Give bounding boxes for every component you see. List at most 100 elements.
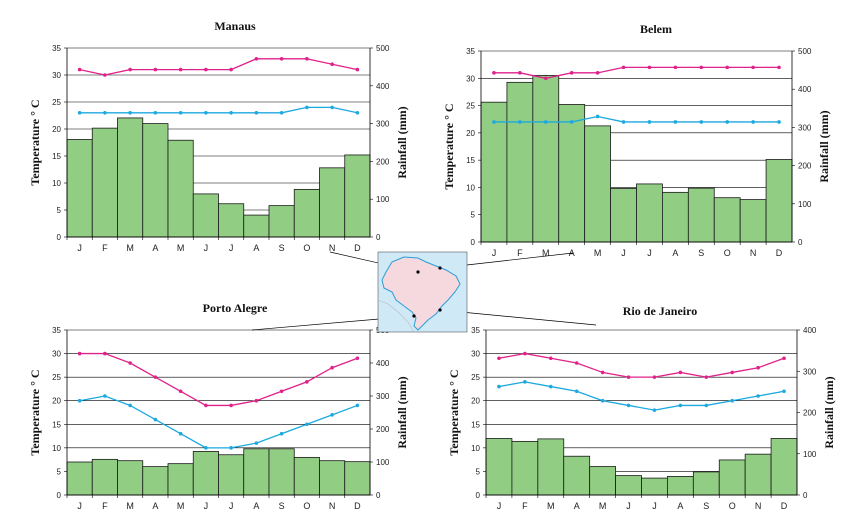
y2-tick-label: 400 (803, 326, 817, 335)
y-axis-title: Temperature ° C (28, 369, 42, 455)
min-temp-point (279, 111, 284, 115)
x-tick-label: M (126, 501, 134, 511)
rainfall-bar (667, 476, 694, 496)
max-temp-point (229, 403, 233, 408)
x-tick-label: O (729, 501, 736, 511)
rio_de_janeiro-chart: Rio de Janeiro 0 5 10 15 20 25 30 35 0 100 200 300 40… (447, 304, 836, 511)
rainfall-bar (142, 123, 169, 238)
x-tick-label: J (626, 501, 631, 511)
max-temp-line (493, 66, 780, 79)
x-tick-label: S (703, 501, 709, 511)
y2-tick-label: 400 (376, 82, 390, 91)
y-tick-label: 20 (471, 397, 480, 406)
y2-tick-label: 300 (798, 123, 812, 132)
x-tick-label: A (253, 243, 259, 253)
y-tick-label: 25 (471, 373, 480, 382)
y2-axis-title: Rainfall (mm) (817, 110, 831, 182)
min-temp-point (229, 446, 233, 450)
x-tick-label: J (497, 501, 502, 511)
max-temp-point (178, 389, 183, 394)
x-tick-label: N (755, 501, 762, 511)
rainfall-bar (610, 188, 637, 243)
y-tick-label: 0 (57, 233, 62, 242)
x-tick-label: N (750, 248, 757, 258)
min-temp-point (678, 403, 683, 408)
rainfall-bar (537, 438, 565, 496)
max-temp-point (77, 67, 82, 72)
min-temp-point (330, 105, 334, 110)
max-temp-point (103, 351, 107, 356)
x-tick-label: A (152, 243, 158, 253)
x-tick-label: O (303, 243, 310, 253)
y-tick-label: 35 (52, 326, 61, 335)
rainfall-bar (770, 438, 798, 496)
max-temp-point (103, 73, 107, 77)
min-temp-point (574, 389, 579, 394)
rainfall-bar (192, 451, 219, 496)
x-tick-label: D (354, 243, 361, 253)
max-temp-line (498, 352, 785, 378)
max-temp-point (330, 365, 334, 370)
x-tick-label: J (492, 248, 497, 258)
max-temp-point (751, 65, 755, 70)
rainfall-bar (344, 154, 371, 238)
x-tick-label: A (152, 501, 158, 511)
min-temp-point (330, 413, 334, 417)
y-tick-label: 10 (52, 179, 61, 188)
y2-tick-label: 0 (803, 491, 808, 500)
rainfall-bar (319, 460, 346, 496)
y2-tick-label: 200 (376, 157, 390, 166)
x-tick-label: O (303, 501, 310, 511)
x-tick-label: M (177, 243, 185, 253)
min-temp-point (355, 111, 360, 115)
y-tick-label: 5 (476, 467, 481, 476)
rainfall-bar (167, 463, 194, 496)
max-temp-line (79, 352, 358, 407)
y2-tick-label: 300 (376, 120, 390, 129)
y-tick-label: 30 (52, 71, 61, 80)
min-temp-line (79, 395, 358, 449)
min-temp-point (725, 120, 730, 124)
x-tick-label: M (542, 248, 550, 258)
y-tick-label: 0 (57, 491, 62, 500)
y-tick-label: 30 (466, 74, 475, 83)
rainfall-bar (243, 214, 270, 238)
max-temp-line (79, 58, 358, 76)
min-temp-point (77, 398, 82, 403)
max-temp-point (254, 398, 259, 403)
rainfall-bar (319, 167, 346, 238)
y2-tick-label: 0 (376, 233, 381, 242)
min-temp-point (518, 120, 522, 124)
rainfall-bar (558, 104, 586, 243)
min-temp-point (751, 120, 755, 124)
rainfall-bar (636, 183, 663, 243)
min-temp-point (730, 398, 735, 403)
y2-tick-label: 100 (376, 195, 390, 204)
min-temp-point (626, 403, 631, 408)
y-tick-label: 25 (52, 373, 61, 382)
max-temp-point (523, 351, 527, 356)
x-tick-label: M (599, 501, 607, 511)
min-temp-point (128, 403, 132, 408)
min-temp-point (254, 441, 259, 445)
rainfall-bar (192, 193, 219, 238)
min-temp-line (498, 381, 785, 411)
max-temp-point (229, 67, 233, 72)
min-temp-point (652, 408, 657, 412)
rainfall-bar (718, 459, 746, 496)
y2-tick-label: 300 (803, 367, 817, 376)
y-tick-label: 15 (52, 420, 61, 429)
neighbour-outline (377, 299, 415, 333)
max-temp-point (77, 351, 82, 356)
y2-tick-label: 100 (803, 450, 817, 459)
max-temp-point (574, 361, 579, 365)
y2-tick-label: 100 (376, 458, 390, 467)
min-temp-point (355, 403, 360, 408)
max-temp-point (600, 370, 605, 375)
y-tick-label: 35 (471, 326, 480, 335)
min-temp-point (497, 384, 501, 389)
x-tick-label: J (77, 501, 82, 511)
max-temp-point (128, 361, 132, 365)
x-tick-label: F (102, 501, 108, 511)
y-tick-label: 15 (466, 156, 475, 165)
